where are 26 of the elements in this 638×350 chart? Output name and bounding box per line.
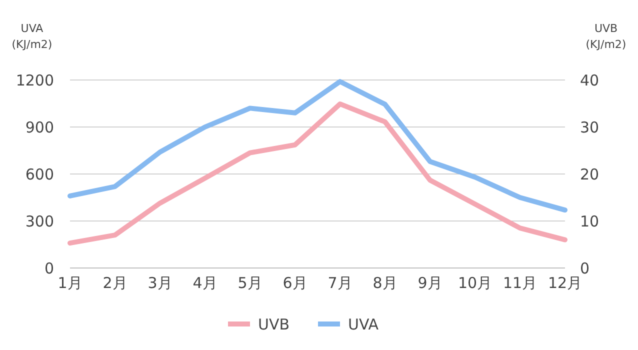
y-tick-label: 0 — [44, 259, 54, 278]
y2-tick-label: 0 — [580, 259, 590, 278]
x-tick-label: 6月 — [282, 274, 308, 292]
y2-tick-label: 10 — [580, 212, 600, 230]
x-tick-label: 4月 — [192, 274, 218, 292]
y-axis-title: UVA (KJ/m2) — [12, 22, 52, 51]
x-tick-label: 10月 — [458, 274, 492, 292]
x-tick-label: 2月 — [102, 274, 128, 292]
y-tick-label: 900 — [25, 118, 54, 136]
x-tick-label: 11月 — [502, 274, 538, 292]
y-tick-label: 1200 — [16, 71, 54, 90]
legend-label: UVB — [258, 315, 290, 334]
y-tick-label: 300 — [25, 212, 54, 230]
x-tick-label: 7月 — [328, 274, 352, 292]
y2-tick-label: 20 — [580, 165, 600, 184]
x-tick-label: 1月 — [58, 274, 82, 292]
x-tick-label: 5月 — [238, 274, 262, 292]
y2-tick-label: 40 — [580, 71, 600, 90]
y-tick-label: 600 — [25, 165, 54, 184]
y2-axis-title: UVB (KJ/m2) — [586, 22, 626, 51]
y2-tick-label: 30 — [580, 118, 600, 136]
legend-label: UVA — [348, 315, 380, 334]
x-tick-label: 12月 — [548, 274, 582, 292]
x-tick-label: 9月 — [418, 274, 442, 292]
x-tick-label: 3月 — [148, 274, 172, 292]
x-tick-label: 8月 — [372, 274, 398, 292]
